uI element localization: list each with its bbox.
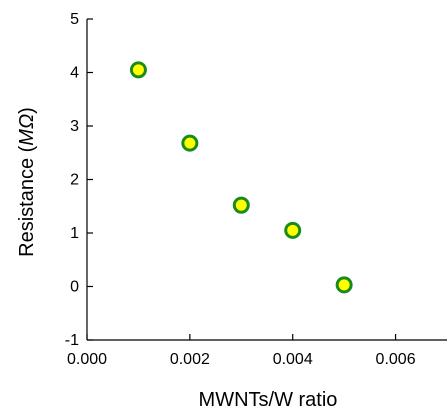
data-point	[181, 134, 199, 152]
y-ticks: -1 0 1 2 3 4 5	[65, 11, 93, 349]
y-tick-label: 2	[70, 172, 79, 189]
y-tick-label: 4	[70, 65, 79, 82]
data-point	[129, 61, 147, 79]
y-axis-title-text: Resistance (	[16, 145, 38, 256]
x-tick-label: 0.004	[273, 351, 313, 368]
data-point	[335, 276, 353, 294]
y-axis-title-unit: MΩ	[16, 114, 38, 146]
data-points	[129, 61, 353, 294]
y-tick-label: 3	[70, 118, 79, 135]
y-tick-label: 5	[70, 11, 79, 28]
y-tick-label: -1	[65, 332, 79, 349]
plot-area: -1 0 1 2 3 4 5 0.000 0.002 0.004 0.006	[65, 11, 447, 368]
y-tick-label: 0	[70, 279, 79, 296]
data-point	[284, 221, 302, 239]
x-tick-label: 0.006	[376, 351, 416, 368]
x-ticks: 0.000 0.002 0.004 0.006	[67, 334, 416, 368]
y-tick-label: 1	[70, 225, 79, 242]
x-tick-label: 0.002	[170, 351, 210, 368]
x-tick-label: 0.000	[67, 351, 107, 368]
y-axis-title-close: )	[16, 107, 38, 114]
y-axis-title: Resistance (MΩ)	[16, 107, 38, 257]
data-point	[232, 196, 250, 214]
x-axis-title: MWNTs/W ratio	[199, 389, 338, 411]
